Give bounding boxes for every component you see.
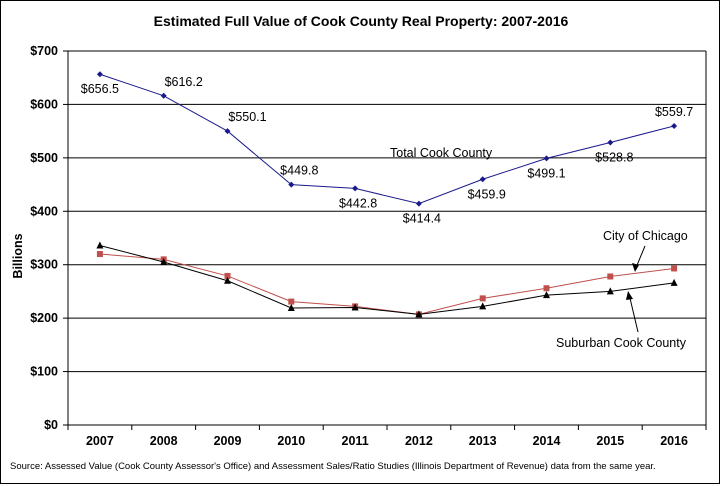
y-tick-label: $0 — [44, 418, 58, 432]
series-label-suburban-cook-county: Suburban Cook County — [556, 336, 687, 350]
data-point — [479, 302, 487, 310]
data-label: $528.8 — [595, 150, 633, 164]
series-label-city-of-chicago: City of Chicago — [603, 229, 688, 243]
series-line — [99, 253, 675, 315]
series-annotations: Total Cook County City of Chicago Suburb… — [390, 146, 688, 350]
data-label: $414.4 — [403, 212, 441, 226]
data-point — [288, 298, 295, 305]
y-tick-label: $300 — [30, 258, 58, 272]
series-line — [99, 73, 675, 205]
data-point — [224, 272, 231, 279]
x-tick-label: 2015 — [596, 434, 624, 448]
series-label-total-cook-county: Total Cook County — [390, 146, 493, 160]
data-point — [671, 265, 678, 272]
suburban-arrow-line — [628, 293, 639, 333]
y-tick-label: $100 — [30, 365, 58, 379]
x-tick-label: 2012 — [405, 434, 433, 448]
x-tick-label: 2011 — [342, 434, 369, 448]
data-label: $656.5 — [81, 82, 119, 96]
data-label: $559.7 — [655, 105, 693, 119]
x-tick-label: 2008 — [150, 434, 178, 448]
chicago-arrow-head — [632, 263, 639, 272]
data-point — [160, 92, 167, 99]
data-point — [352, 185, 359, 192]
y-axis-ticks: $0 $100 $200 $300 $400 $500 $600 $700 — [30, 44, 68, 432]
y-tick-label: $500 — [30, 151, 58, 165]
data-label: $442.8 — [339, 196, 377, 210]
data-point — [160, 258, 168, 266]
data-point — [607, 139, 614, 146]
y-axis-label: Billions — [11, 233, 25, 278]
x-tick-label: 2014 — [533, 434, 561, 448]
x-tick-label: 2013 — [469, 434, 497, 448]
y-tick-label: $400 — [30, 204, 58, 218]
x-tick-label: 2009 — [214, 434, 242, 448]
data-point — [670, 278, 678, 286]
series-group — [96, 71, 678, 318]
x-tick-label: 2010 — [277, 434, 305, 448]
y-tick-label: $700 — [30, 44, 58, 58]
data-point — [479, 295, 486, 302]
data-point — [543, 285, 550, 292]
y-tick-label: $600 — [30, 97, 58, 111]
data-point — [96, 241, 104, 249]
suburban-arrow-head — [626, 291, 633, 300]
x-tick-label: 2016 — [660, 434, 688, 448]
data-point — [606, 287, 614, 295]
data-label: $449.8 — [280, 164, 318, 178]
data-point — [288, 181, 295, 188]
data-point — [415, 310, 423, 318]
data-point — [479, 176, 486, 183]
data-point — [96, 71, 103, 78]
data-point — [224, 128, 231, 135]
x-axis-ticks: 2007 2008 2009 2010 2011 2012 2013 2014 2015 2016 — [67, 425, 707, 448]
data-labels: $656.5 $616.2 $550.1 $449.8 $442.8 $414.4 $459… — [81, 75, 693, 226]
data-point — [224, 276, 231, 284]
data-label: $616.2 — [165, 75, 203, 89]
data-label: $550.1 — [228, 110, 266, 124]
x-tick-label: 2007 — [86, 434, 114, 448]
data-point — [351, 303, 359, 311]
data-point — [415, 200, 422, 207]
data-label: $499.1 — [527, 166, 565, 180]
data-label: $459.9 — [468, 187, 506, 201]
chart-title: Estimated Full Value of Cook County Real… — [154, 13, 569, 29]
data-point — [287, 303, 295, 311]
data-point — [543, 291, 550, 299]
data-point — [96, 251, 103, 258]
y-tick-label: $200 — [30, 311, 58, 325]
series-line — [99, 244, 675, 315]
data-point — [543, 155, 550, 162]
data-point — [671, 122, 678, 129]
data-point — [607, 273, 614, 280]
source-note: Source: Assessed Value (Cook County Asse… — [10, 461, 656, 472]
